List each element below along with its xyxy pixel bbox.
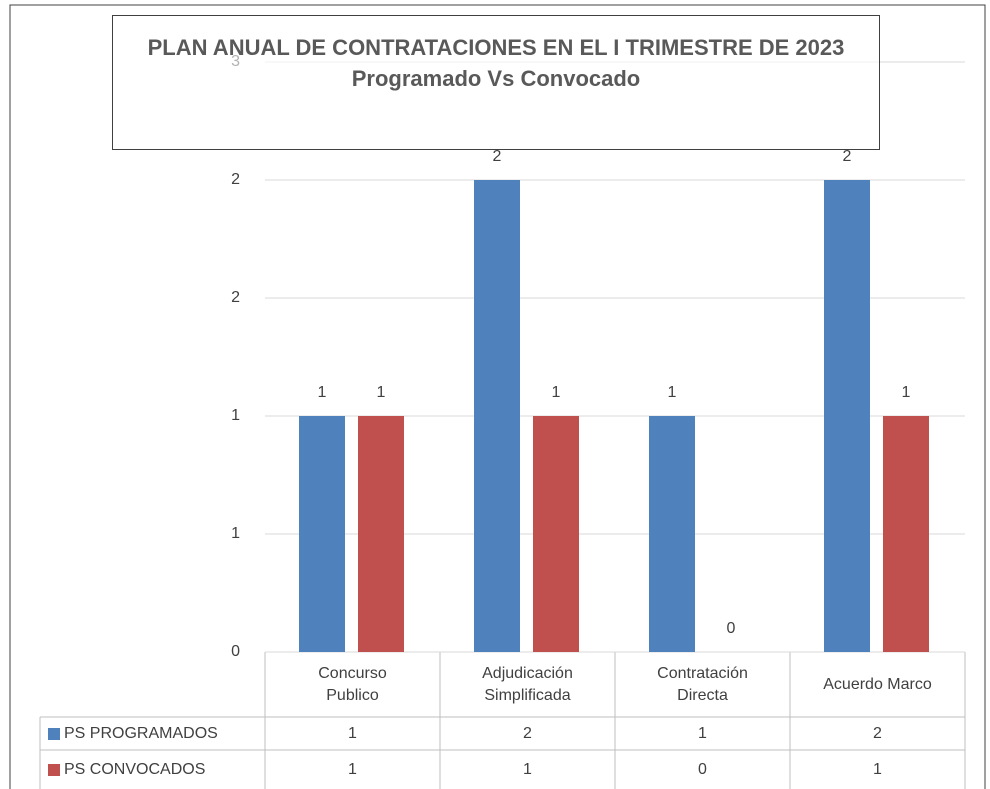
x-tick-label: Adjudicación Simplificada xyxy=(482,665,573,704)
data-label: 1 xyxy=(318,384,327,401)
chart-title: PLAN ANUAL DE CONTRATACIONES EN EL I TRI… xyxy=(147,35,845,60)
y-tick-label: 1 xyxy=(231,407,240,424)
bar xyxy=(883,416,929,652)
bar xyxy=(649,416,695,652)
data-label: 1 xyxy=(668,384,677,401)
legend-label: PS CONVOCADOS xyxy=(64,760,206,778)
table-value: 2 xyxy=(873,724,882,742)
legend-swatch xyxy=(48,727,60,740)
data-label: 1 xyxy=(902,384,911,401)
bar xyxy=(824,180,870,652)
legend-swatch xyxy=(48,763,60,776)
bar xyxy=(533,416,579,652)
y-tick-label: 1 xyxy=(231,525,240,542)
data-label: 1 xyxy=(552,384,561,401)
chart-subtitle: Programado Vs Convocado xyxy=(351,66,641,91)
table-value: 0 xyxy=(698,760,707,778)
title-box: PLAN ANUAL DE CONTRATACIONES EN EL I TRI… xyxy=(112,15,880,150)
table-value: 2 xyxy=(523,724,532,742)
y-tick-label: 2 xyxy=(231,289,240,306)
legend-label: PS PROGRAMADOS xyxy=(64,724,218,742)
data-label: 0 xyxy=(727,620,736,637)
y-tick-label: 2 xyxy=(231,171,240,188)
y-tick-label: 0 xyxy=(231,643,240,660)
data-label: 2 xyxy=(843,148,852,165)
table-value: 1 xyxy=(523,760,532,778)
bar xyxy=(358,416,404,652)
x-tick-label: Contratación Directa xyxy=(657,665,748,704)
data-label: 2 xyxy=(493,148,502,165)
table-value: 1 xyxy=(698,724,707,742)
frame xyxy=(9,4,986,789)
bar xyxy=(299,416,345,652)
table-value: 1 xyxy=(348,760,357,778)
x-tick-label: Acuerdo Marco xyxy=(823,676,932,694)
table-value: 1 xyxy=(348,724,357,742)
data-label: 1 xyxy=(377,384,386,401)
table-value: 1 xyxy=(873,760,882,778)
bar xyxy=(474,180,520,652)
x-tick-label: Concurso Publico xyxy=(318,665,387,704)
